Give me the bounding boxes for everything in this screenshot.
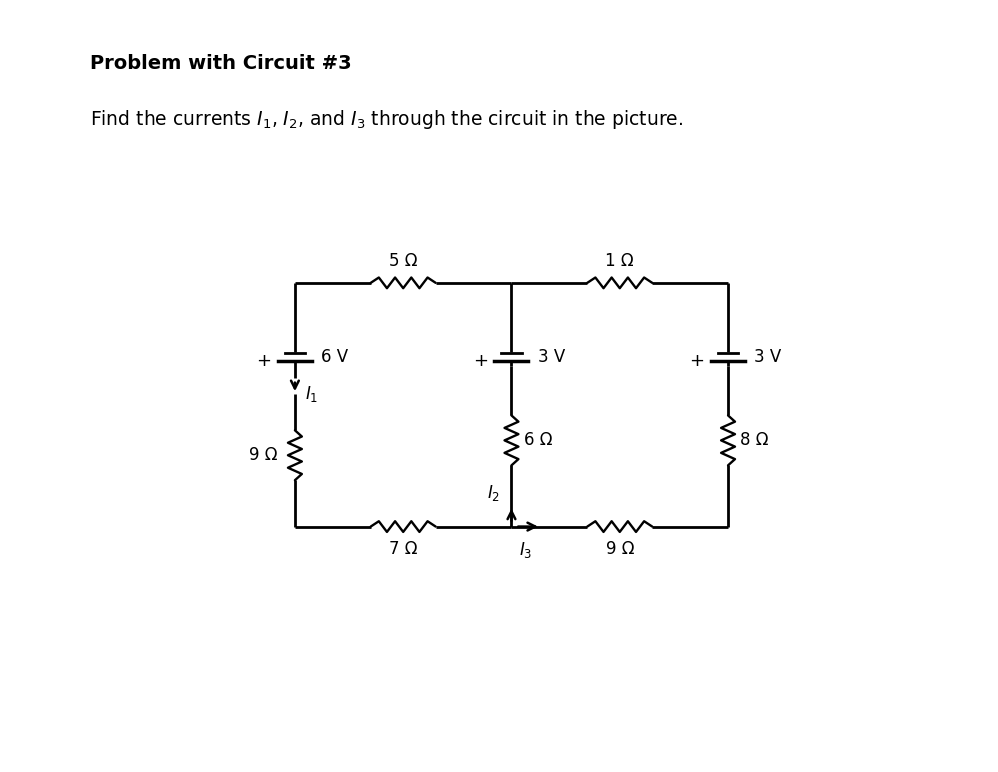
Text: 6 Ω: 6 Ω xyxy=(524,432,552,449)
Text: 9 Ω: 9 Ω xyxy=(606,540,634,557)
Text: 3 V: 3 V xyxy=(754,348,781,366)
Text: $\mathit{I}_3$: $\mathit{I}_3$ xyxy=(519,540,532,560)
Text: 3 V: 3 V xyxy=(538,348,565,366)
Text: $\mathit{I}_1$: $\mathit{I}_1$ xyxy=(305,384,318,404)
Text: 1 Ω: 1 Ω xyxy=(606,252,634,269)
Text: 5 Ω: 5 Ω xyxy=(389,252,417,269)
Text: 6 V: 6 V xyxy=(321,348,348,366)
Text: 7 Ω: 7 Ω xyxy=(389,540,417,557)
Text: 8 Ω: 8 Ω xyxy=(741,432,768,449)
Text: +: + xyxy=(690,352,705,371)
Text: Find the currents $\mathit{I}_1$, $\mathit{I}_2$, and $\mathit{I}_3$ through the: Find the currents $\mathit{I}_1$, $\math… xyxy=(90,108,683,131)
Text: +: + xyxy=(256,352,271,371)
Text: $\mathit{I}_2$: $\mathit{I}_2$ xyxy=(487,482,501,503)
Text: 9 Ω: 9 Ω xyxy=(250,446,277,464)
Text: Problem with Circuit #3: Problem with Circuit #3 xyxy=(90,54,351,73)
Text: +: + xyxy=(473,352,488,371)
